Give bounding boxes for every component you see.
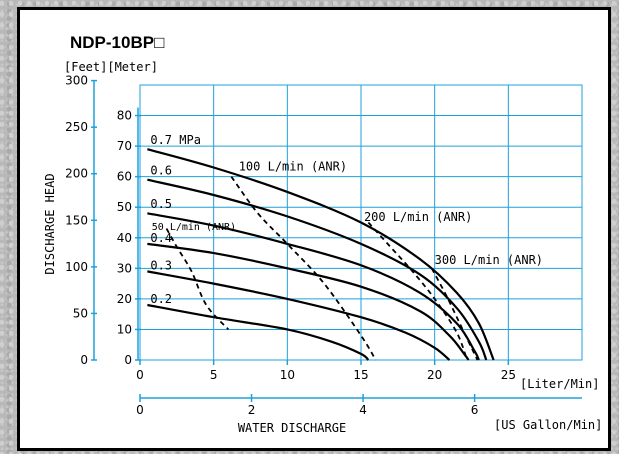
gallon-tick-label: 4 bbox=[359, 403, 367, 417]
feet-tick-label: 250 bbox=[65, 120, 88, 134]
pressure-label: 0.6 bbox=[150, 164, 172, 178]
meter-tick-label: 50 bbox=[117, 200, 132, 214]
flow-label: 200 L/min (ANR) bbox=[364, 210, 472, 224]
x-tick-label: 20 bbox=[427, 368, 442, 382]
y-axis-title: DISCHARGE HEAD bbox=[43, 173, 57, 274]
flow-line-50-l-min-anr bbox=[165, 228, 230, 331]
pressure-curve-0-3 bbox=[147, 270, 451, 361]
flow-label: 100 L/min (ANR) bbox=[239, 160, 347, 174]
pressure-curve-0-2 bbox=[147, 303, 370, 361]
flow-label: 300 L/min (ANR) bbox=[435, 253, 543, 267]
pressure-label: 0.3 bbox=[150, 258, 172, 272]
x-axis-title: WATER DISCHARGE bbox=[238, 421, 346, 435]
pressure-label: 0.7 MPa bbox=[150, 133, 201, 147]
x-unit-liter: [Liter/Min] bbox=[520, 377, 599, 391]
pressure-curve-0-7-mpa bbox=[147, 148, 495, 361]
meter-tick-label: 40 bbox=[117, 231, 132, 245]
meter-tick-label: 30 bbox=[117, 261, 132, 275]
meter-tick-label: 80 bbox=[117, 109, 132, 123]
pressure-label: 0.5 bbox=[150, 197, 172, 211]
x-tick-label: 5 bbox=[210, 368, 218, 382]
chart-title: NDP-10BP□ bbox=[70, 33, 164, 52]
feet-tick-label: 100 bbox=[65, 260, 88, 274]
flow-line-300-l-min-anr bbox=[430, 267, 479, 361]
meter-tick-label: 10 bbox=[117, 322, 132, 336]
gallon-tick-label: 0 bbox=[136, 403, 144, 417]
pressure-label: 0.2 bbox=[150, 292, 172, 306]
feet-tick-label: 50 bbox=[73, 306, 88, 320]
flow-line-200-l-min-anr bbox=[367, 221, 468, 361]
flow-line-100-l-min-anr bbox=[230, 176, 377, 361]
meter-tick-label: 70 bbox=[117, 139, 132, 153]
chart: NDP-10BP□[Feet][Meter]050100150200250300… bbox=[43, 33, 602, 435]
gallon-tick-label: 6 bbox=[471, 403, 479, 417]
pressure-label: 0.4 bbox=[150, 231, 172, 245]
y-unit-label: [Feet][Meter] bbox=[64, 60, 158, 74]
meter-tick-label: 60 bbox=[117, 170, 132, 184]
meter-tick-label: 0 bbox=[124, 353, 132, 367]
x-tick-label: 0 bbox=[136, 368, 144, 382]
x-unit-gallon: [US Gallon/Min] bbox=[494, 418, 602, 432]
x-tick-label: 10 bbox=[280, 368, 295, 382]
pressure-curve-0-4 bbox=[147, 242, 470, 361]
meter-tick-label: 20 bbox=[117, 292, 132, 306]
feet-tick-label: 150 bbox=[65, 213, 88, 227]
x-tick-label: 25 bbox=[501, 368, 516, 382]
flow-label: 50 L/min (ANR) bbox=[152, 222, 236, 233]
feet-tick-label: 0 bbox=[80, 353, 88, 367]
feet-tick-label: 300 bbox=[65, 74, 88, 88]
gallon-tick-label: 2 bbox=[248, 403, 256, 417]
pressure-curve-0-5 bbox=[147, 212, 480, 361]
pressure-curve-0-6 bbox=[147, 178, 488, 361]
feet-tick-label: 200 bbox=[65, 167, 88, 181]
x-tick-label: 15 bbox=[353, 368, 368, 382]
chart-panel: NDP-10BP□ [Feet][Meter] 0 50 100 150 200 250 300… bbox=[17, 7, 611, 451]
